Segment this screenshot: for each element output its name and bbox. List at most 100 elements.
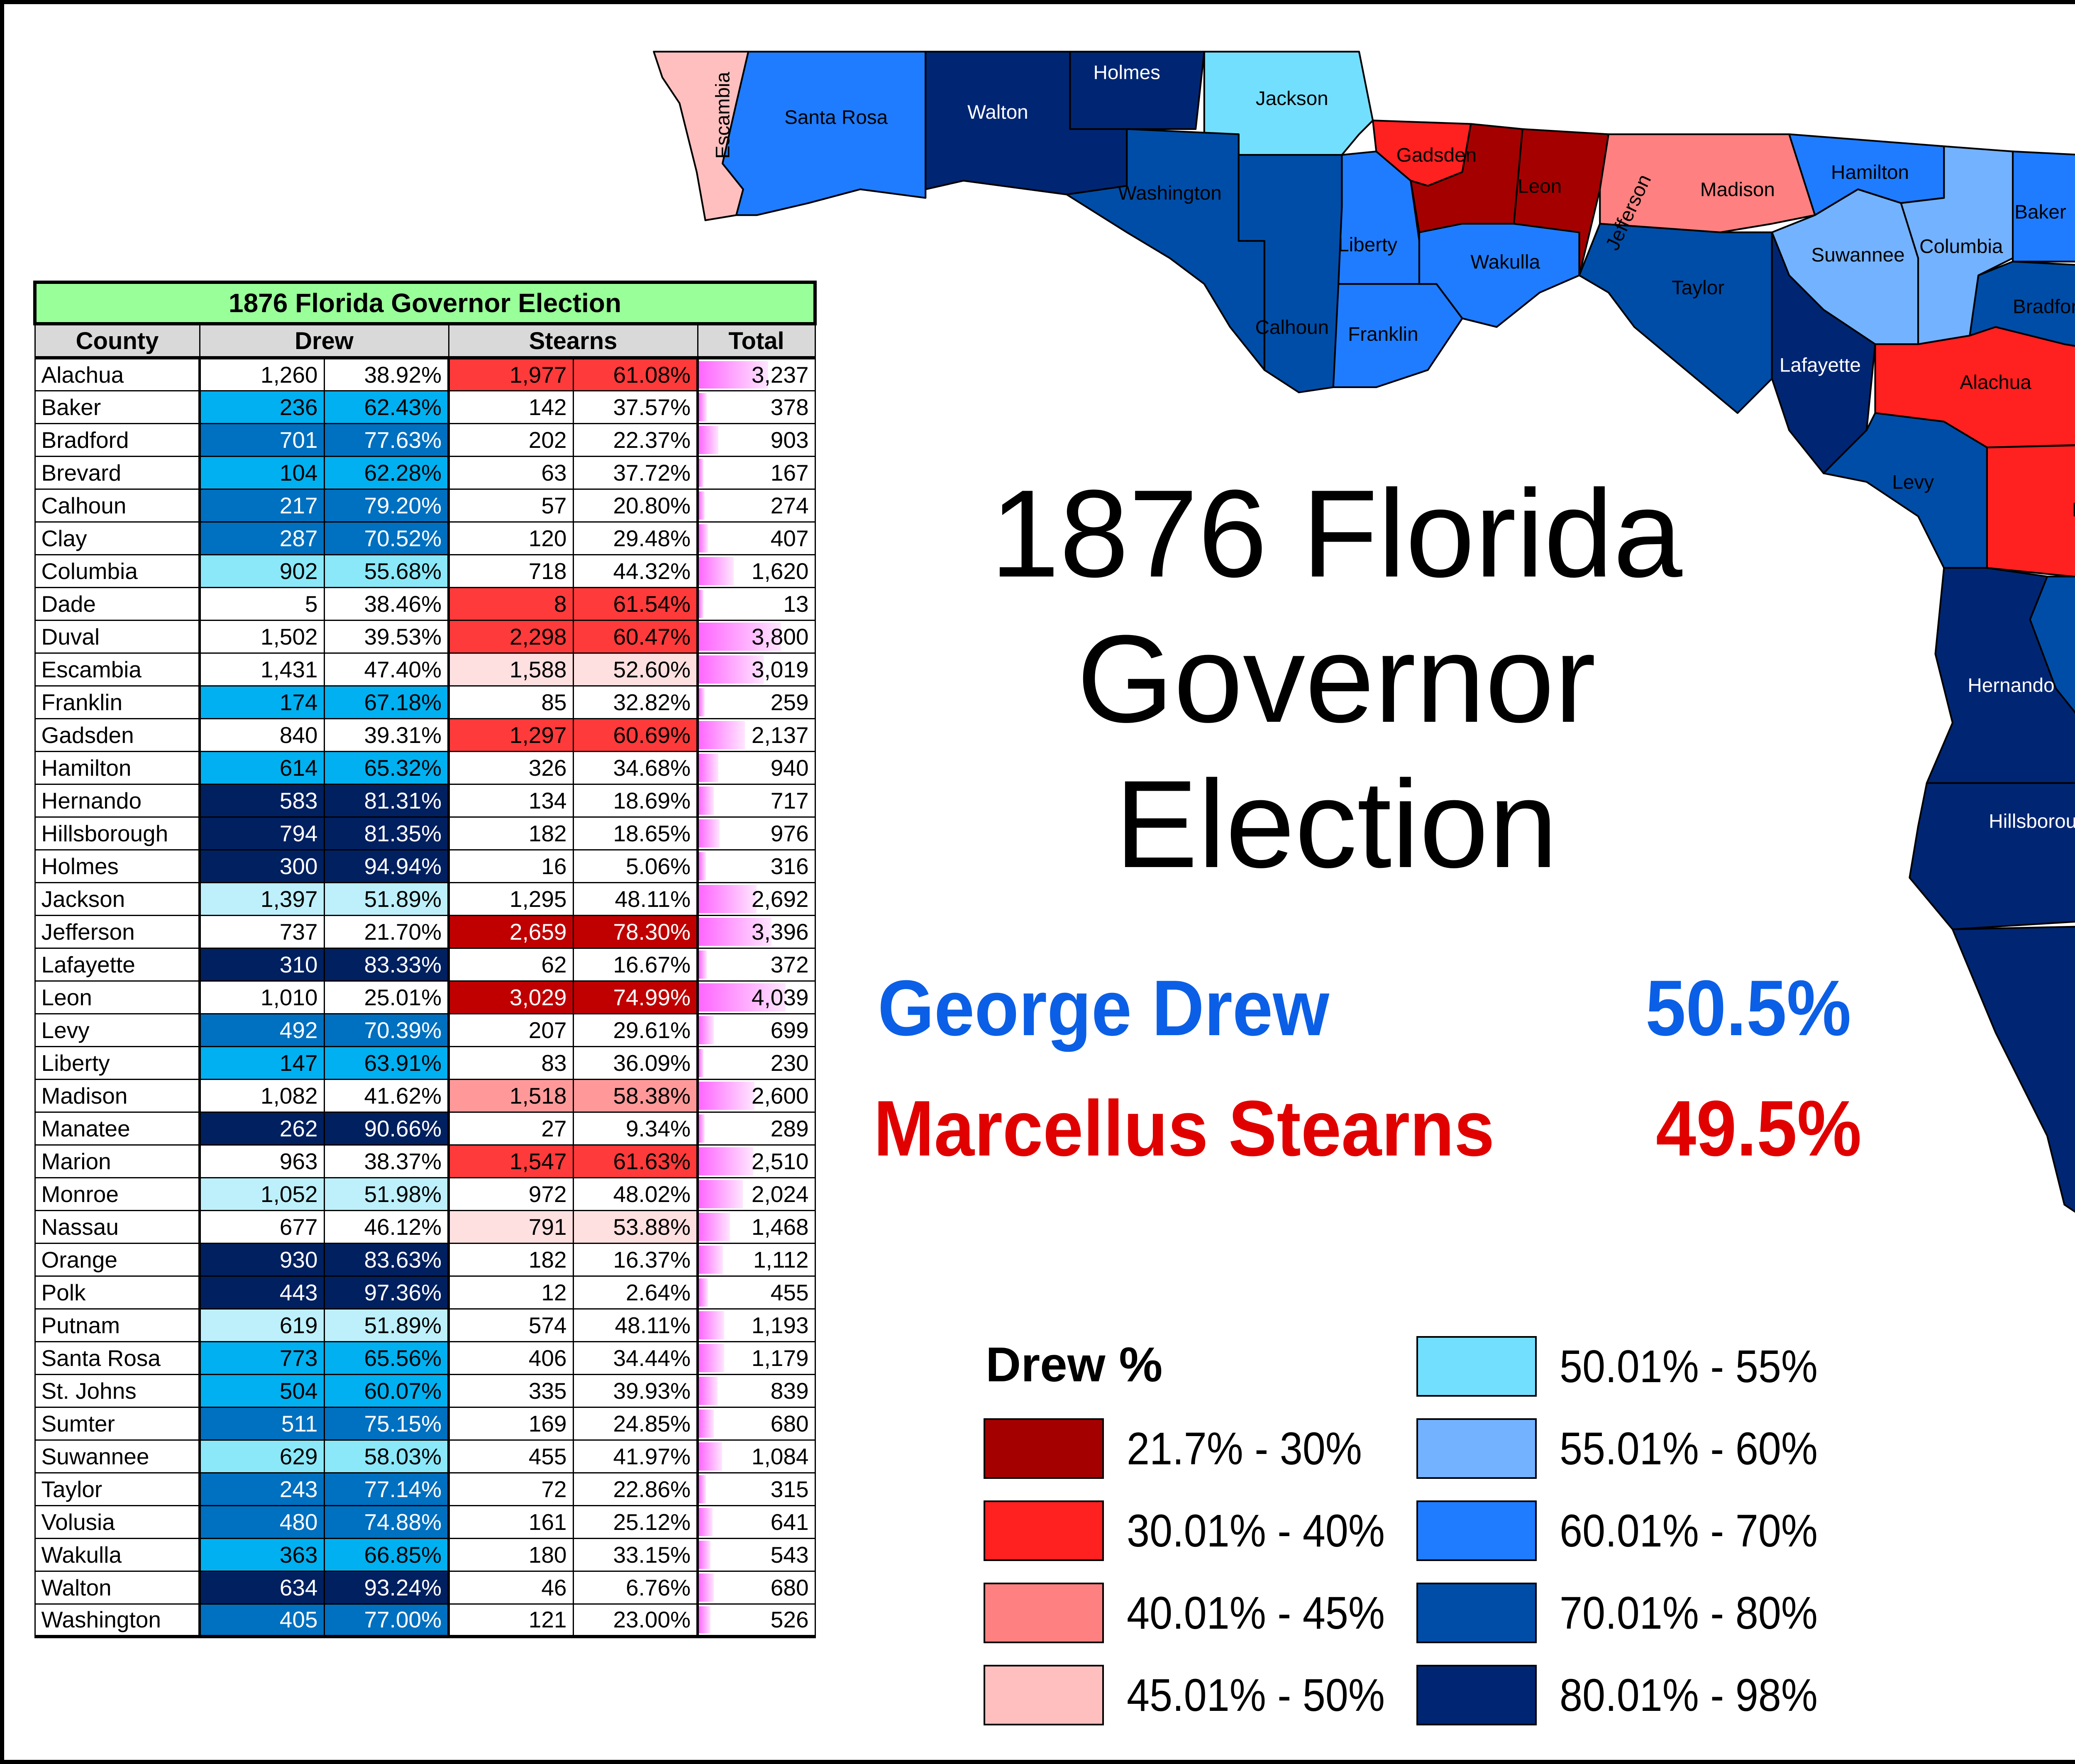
legend-label: 60.01% - 70% <box>1560 1505 1818 1556</box>
stearns-pct-cell: 61.54% <box>572 586 699 621</box>
stearns-pct-cell: 60.69% <box>572 718 699 752</box>
county-cell: Holmes <box>34 849 201 883</box>
label-hamilton: Hamilton <box>1831 161 1909 183</box>
drew-votes-cell: 236 <box>199 390 325 424</box>
total-value: 167 <box>770 459 809 486</box>
total-data-bar <box>699 557 734 585</box>
stearns-pct-cell: 18.69% <box>572 783 699 818</box>
header-total: Total <box>697 323 816 359</box>
total-data-bar <box>699 1507 713 1536</box>
county-levy <box>1823 412 1988 569</box>
total-cell: 717 <box>697 783 816 818</box>
total-cell: 976 <box>697 816 816 850</box>
stearns-pct-cell: 6.76% <box>572 1570 699 1605</box>
stearns-votes-cell: 406 <box>448 1341 574 1375</box>
drew-pct-cell: 51.89% <box>323 1308 450 1342</box>
total-data-bar <box>699 1573 714 1602</box>
total-data-bar <box>699 425 719 454</box>
county-cell: Hillsborough <box>34 816 201 850</box>
drew-pct-cell: 58.03% <box>323 1439 450 1473</box>
table-row: Putnam 619 51.89% 574 48.11% 1,193 <box>34 1308 816 1342</box>
county-taylor <box>1578 222 1773 414</box>
table-row: Nassau 677 46.12% 791 53.88% 1,468 <box>34 1209 816 1244</box>
legend-swatch <box>984 1665 1104 1725</box>
total-cell: 230 <box>697 1046 816 1080</box>
county-columbia <box>1900 145 2014 345</box>
stearns-pct-cell: 52.60% <box>572 652 699 687</box>
legend-item: 80.01% - 98% <box>1416 1664 1846 1726</box>
total-cell: 3,800 <box>697 619 816 654</box>
table-row: Volusia 480 74.88% 161 25.12% 641 <box>34 1505 816 1539</box>
stearns-votes-cell: 972 <box>448 1177 574 1211</box>
total-value: 699 <box>770 1017 809 1043</box>
total-value: 3,396 <box>751 919 809 945</box>
label-franklin: Franklin <box>1348 323 1418 345</box>
drew-pct-cell: 70.52% <box>323 521 450 555</box>
stearns-pct-cell: 22.86% <box>572 1472 699 1506</box>
county-cell: Leon <box>34 980 201 1014</box>
county-cell: Gadsden <box>34 718 201 752</box>
table-body: Alachua 1,260 38.92% 1,977 61.08% 3,237 Baker 2… <box>34 357 816 1638</box>
total-value: 641 <box>770 1509 809 1535</box>
legend-swatch <box>1416 1336 1537 1397</box>
stearns-votes-cell: 207 <box>448 1013 574 1047</box>
drew-pct-cell: 93.24% <box>323 1570 450 1605</box>
total-value: 717 <box>770 787 809 814</box>
table-row: Franklin 174 67.18% 85 32.82% 259 <box>34 685 816 719</box>
total-data-bar <box>699 1180 743 1208</box>
total-data-bar <box>699 1048 704 1077</box>
drew-votes-cell: 1,082 <box>199 1078 325 1113</box>
county-cell: Liberty <box>34 1046 201 1080</box>
county-cell: Volusia <box>34 1505 201 1539</box>
total-data-bar <box>699 458 704 487</box>
label-wakulla: Wakulla <box>1470 251 1540 273</box>
county-cell: Baker <box>34 390 201 424</box>
drew-pct-cell: 83.63% <box>323 1242 450 1277</box>
total-data-bar <box>699 1245 723 1274</box>
total-value: 3,800 <box>751 623 809 650</box>
drew-pct-cell: 39.53% <box>323 619 450 654</box>
total-cell: 1,468 <box>697 1209 816 1244</box>
total-cell: 372 <box>697 947 816 982</box>
table-row: Liberty 147 63.91% 83 36.09% 230 <box>34 1046 816 1080</box>
table-row: Calhoun 217 79.20% 57 20.80% 274 <box>34 488 816 523</box>
label-escambia: Escambia <box>712 72 734 159</box>
legend-item: 21.7% - 30% <box>984 1417 1388 1480</box>
stearns-votes-cell: 335 <box>448 1373 574 1408</box>
total-cell: 680 <box>697 1570 816 1605</box>
table-row: Holmes 300 94.94% 16 5.06% 316 <box>34 849 816 883</box>
stearns-pct-cell: 39.93% <box>572 1373 699 1408</box>
total-value: 2,024 <box>751 1181 809 1207</box>
stearns-votes-cell: 2,298 <box>448 619 574 654</box>
drew-votes-cell: 794 <box>199 816 325 850</box>
county-cell: Suwannee <box>34 1439 201 1473</box>
drew-votes-cell: 701 <box>199 423 325 457</box>
total-cell: 455 <box>697 1275 816 1310</box>
table-row: Bradford 701 77.63% 202 22.37% 903 <box>34 423 816 457</box>
total-cell: 1,620 <box>697 554 816 588</box>
header-stearns: Stearns <box>448 323 698 359</box>
drew-votes-cell: 629 <box>199 1439 325 1473</box>
total-value: 2,137 <box>751 722 809 748</box>
total-cell: 289 <box>697 1111 816 1146</box>
total-cell: 903 <box>697 423 816 457</box>
county-cell: Marion <box>34 1144 201 1178</box>
stearns-votes-cell: 161 <box>448 1505 574 1539</box>
drew-votes-cell: 1,260 <box>199 357 325 391</box>
county-cell: Columbia <box>34 554 201 588</box>
stearns-votes-cell: 1,297 <box>448 718 574 752</box>
stearns-votes-cell: 12 <box>448 1275 574 1310</box>
stearns-votes-cell: 121 <box>448 1603 574 1638</box>
legend-item: 70.01% - 80% <box>1416 1582 1846 1644</box>
drew-votes-cell: 262 <box>199 1111 325 1146</box>
drew-pct-cell: 41.62% <box>323 1078 450 1113</box>
total-value: 3,019 <box>751 656 809 682</box>
total-data-bar <box>699 819 720 848</box>
total-cell: 3,237 <box>697 357 816 391</box>
total-value: 274 <box>770 492 809 518</box>
total-cell: 3,396 <box>697 914 816 949</box>
total-data-bar <box>699 917 772 946</box>
total-cell: 2,692 <box>697 882 816 916</box>
table-row: Columbia 902 55.68% 718 44.32% 1,620 <box>34 554 816 588</box>
drew-votes-cell: 840 <box>199 718 325 752</box>
